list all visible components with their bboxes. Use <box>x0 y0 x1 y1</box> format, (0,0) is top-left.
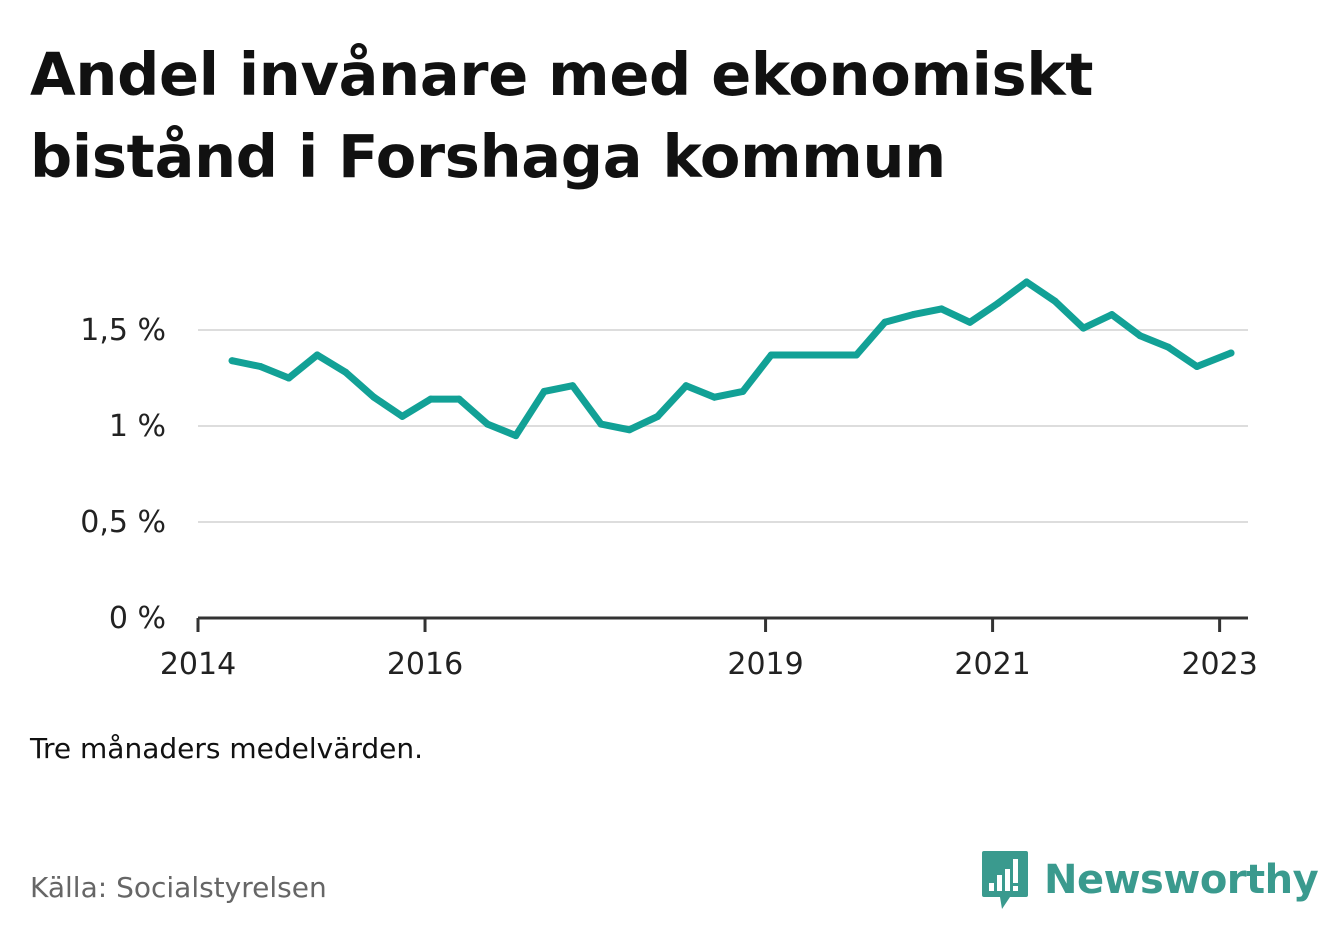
series-layer <box>228 278 1235 440</box>
data-point <box>711 393 718 401</box>
data-point <box>1165 343 1172 351</box>
data-point <box>994 299 1002 307</box>
data-point <box>966 318 974 326</box>
x-tick-label: 2014 <box>160 647 236 682</box>
data-point <box>228 357 236 365</box>
data-point <box>342 368 350 376</box>
data-point <box>1227 349 1235 357</box>
data-point <box>796 351 804 359</box>
brand-name: Newsworthy <box>1044 857 1319 903</box>
data-point <box>909 311 917 319</box>
data-point <box>285 374 293 382</box>
data-point <box>625 426 633 434</box>
data-point <box>256 363 264 370</box>
data-point <box>313 351 321 359</box>
x-tick-label: 2023 <box>1181 647 1257 682</box>
y-axis-tick-labels: 0 % 0,5 % 1 % 1,5 % <box>80 313 166 636</box>
y-tick-label: 0,5 % <box>80 505 166 540</box>
data-point <box>427 395 435 403</box>
data-point <box>682 382 690 390</box>
x-axis-tick-labels: 2014 2016 2019 2021 2023 <box>160 647 1258 682</box>
data-point <box>1051 297 1059 305</box>
data-point <box>398 412 406 420</box>
data-point <box>938 305 945 313</box>
x-tick-label: 2016 <box>387 647 463 682</box>
source-credit: Källa: Socialstyrelsen <box>30 871 327 904</box>
data-point <box>1108 311 1116 319</box>
chart-note: Tre månaders medelvärden. <box>30 732 424 765</box>
line-chart: 0 % 0,5 % 1 % 1,5 % 2014 2016 2019 2021 2023 <box>80 278 1258 682</box>
data-point <box>767 351 775 359</box>
data-point <box>455 395 463 403</box>
data-point <box>1136 332 1144 340</box>
grid-lines <box>198 329 1248 523</box>
y-tick-label: 1 % <box>109 409 166 444</box>
y-tick-label: 0 % <box>109 601 166 636</box>
chart-title: Andel invånare med ekonomiskt bistånd i … <box>30 34 1290 198</box>
data-point <box>654 412 662 420</box>
data-point <box>739 387 747 395</box>
data-point <box>881 318 889 326</box>
chart-title-line-1: Andel invånare med ekonomiskt <box>30 40 1094 109</box>
data-point <box>569 382 577 390</box>
data-point <box>824 351 832 359</box>
y-tick-label: 1,5 % <box>80 313 166 348</box>
x-tick-label: 2019 <box>727 647 803 682</box>
bar-chart-speech-bubble-icon <box>982 851 1028 909</box>
x-tick-label: 2021 <box>954 647 1030 682</box>
series-line <box>228 278 1235 440</box>
chart-title-line-2: bistånd i Forshaga kommun <box>30 122 946 191</box>
data-point <box>540 387 548 395</box>
data-point <box>1079 324 1087 332</box>
brand-logo: Newsworthy <box>980 848 1319 912</box>
data-point <box>484 420 491 428</box>
data-point <box>512 432 520 440</box>
data-point <box>852 351 860 359</box>
data-point <box>1023 278 1031 286</box>
data-point <box>597 420 605 428</box>
x-axis <box>196 616 1248 632</box>
data-point <box>370 393 378 401</box>
data-point <box>1193 363 1201 370</box>
